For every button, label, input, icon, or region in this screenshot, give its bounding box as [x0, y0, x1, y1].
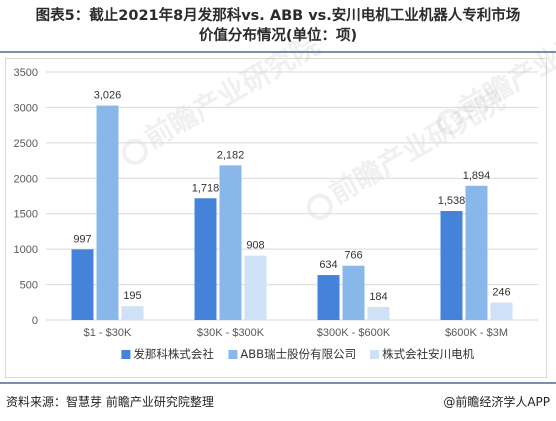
source-note: 资料来源：智慧芽 前瞻产业研究院整理: [6, 395, 214, 409]
bar: [121, 306, 144, 320]
chart-title-line1: 图表5：截止2021年8月发那科vs. ABB vs.安川电机工业机器人专利市场: [35, 8, 521, 24]
data-label: 766: [344, 250, 362, 262]
data-label: 3,026: [94, 90, 122, 102]
qianzhan-logo-icon: [436, 108, 463, 135]
y-tick-label: 2000: [14, 173, 38, 185]
legend-label: ABB瑞士股份有限公司: [240, 347, 356, 361]
credit-note: @前瞻经济学人APP: [443, 395, 550, 409]
bar: [71, 249, 94, 320]
legend-item: 株式会社安川电机: [370, 347, 475, 361]
data-label: 1,538: [438, 195, 466, 207]
data-labels: 997 3,026 195 1,718 2,182 908 634 766 184 1,538 1,…: [73, 90, 510, 303]
bar: [440, 211, 463, 320]
legend-item: 发那科株式会社: [121, 347, 214, 361]
bar: [244, 255, 267, 320]
y-tick-label: 1000: [14, 244, 38, 256]
x-tick-label: $1 - $30K: [84, 327, 132, 339]
y-tick-label: 3500: [14, 67, 38, 79]
chart-title-line2: 价值分布情况(单位：项): [198, 28, 358, 44]
legend-label: 发那科株式会社: [133, 347, 214, 361]
data-label: 246: [492, 287, 510, 299]
legend-swatch: [121, 350, 131, 359]
x-tick-label: $600K - $3M: [445, 327, 508, 339]
chart-title: 图表5：截止2021年8月发那科vs. ABB vs.安川电机工业机器人专利市场…: [0, 6, 556, 46]
y-tick-label: 0: [32, 315, 38, 327]
bars: [71, 105, 513, 320]
data-label: 1,894: [463, 170, 491, 182]
y-tick-label: 2500: [14, 138, 38, 150]
watermark-text: 前瞻产业研究院: [139, 28, 325, 155]
data-label: 908: [246, 240, 264, 252]
qianzhan-logo-icon: [121, 138, 148, 165]
x-axis-ticks: $1 - $30K $30K - $300K $300K - $600K $600K …: [84, 327, 508, 339]
data-label: 1,718: [192, 182, 220, 194]
legend-item: ABB瑞士股份有限公司: [228, 347, 356, 361]
y-tick-label: 3000: [14, 102, 38, 114]
bar: [219, 165, 242, 320]
title-divider: [0, 51, 556, 53]
legend: 发那科株式会社 ABB瑞士股份有限公司 株式会社安川电机: [121, 347, 475, 361]
data-label: 184: [369, 291, 387, 303]
legend-swatch: [228, 350, 238, 359]
bar: [317, 275, 340, 320]
data-label: 2,182: [217, 149, 245, 161]
bar: [490, 302, 513, 320]
data-label: 195: [123, 290, 141, 302]
x-tick-label: $30K - $300K: [197, 327, 265, 339]
legend-swatch: [370, 350, 380, 359]
watermark-mark: 前瞻产业研究院: [121, 28, 325, 165]
qianzhan-logo-icon: [306, 193, 333, 220]
data-label: 634: [319, 259, 337, 271]
x-tick-label: $300K - $600K: [317, 327, 391, 339]
bar: [194, 198, 217, 320]
bar: [367, 306, 390, 320]
bar: [96, 105, 119, 320]
y-tick-label: 500: [20, 280, 38, 292]
data-label: 997: [73, 233, 91, 245]
bar: [342, 265, 365, 320]
y-axis-ticks: 0 500 1000 1500 2000 2500 3000 3500: [14, 67, 38, 327]
legend-label: 株式会社安川电机: [382, 347, 474, 361]
bar: [465, 185, 488, 320]
footer: 资料来源：智慧芽 前瞻产业研究院整理 @前瞻经济学人APP: [0, 382, 556, 421]
y-tick-label: 1500: [14, 209, 38, 221]
